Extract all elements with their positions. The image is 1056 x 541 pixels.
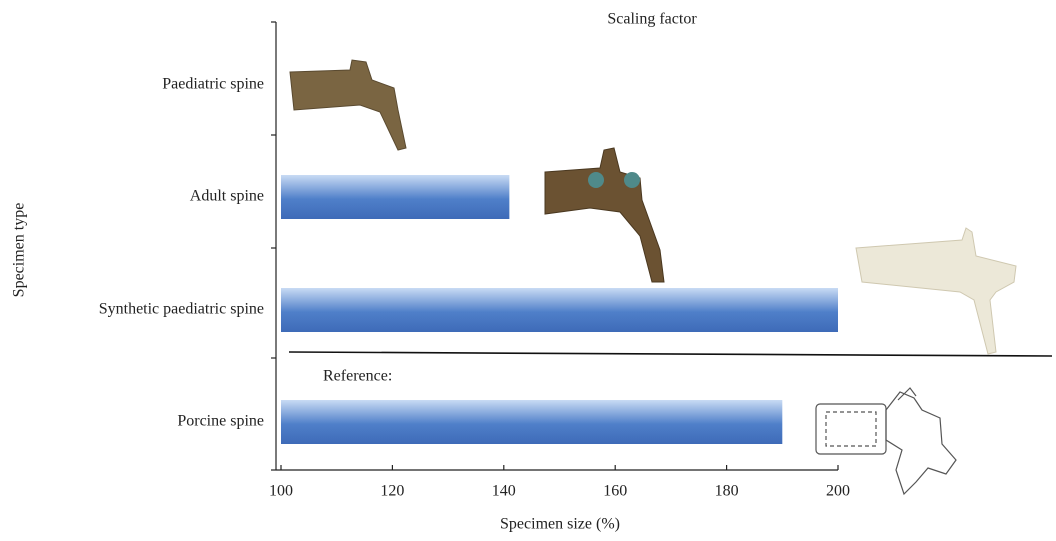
y-axis-label: Specimen type — [11, 203, 28, 298]
x-tick-label: 120 — [380, 483, 404, 500]
adult-image — [545, 148, 664, 282]
y-tick-label: Synthetic paediatric spine — [99, 301, 264, 318]
adult-image-detail — [624, 172, 640, 188]
x-tick-label: 140 — [492, 483, 516, 500]
annotation: Reference: — [323, 368, 392, 385]
synthetic-image — [856, 228, 1016, 354]
y-tick-label: Adult spine — [190, 188, 264, 205]
x-tick-label: 100 — [269, 483, 293, 500]
bar — [281, 175, 509, 219]
bar — [281, 288, 838, 332]
adult-image-detail — [588, 172, 604, 188]
y-tick-label: Porcine spine — [177, 413, 264, 430]
y-tick-label: Paediatric spine — [162, 76, 264, 93]
x-tick-label: 180 — [715, 483, 739, 500]
chart-title: Scaling factor — [607, 11, 697, 28]
x-tick-label: 200 — [826, 483, 850, 500]
porcine-image — [816, 388, 956, 494]
paediatric-image — [290, 60, 406, 150]
chart: Scaling factor Specimen size (%) Specime… — [0, 0, 1056, 541]
x-axis-label: Specimen size (%) — [500, 516, 620, 533]
bar — [281, 400, 782, 444]
x-tick-label: 160 — [603, 483, 627, 500]
